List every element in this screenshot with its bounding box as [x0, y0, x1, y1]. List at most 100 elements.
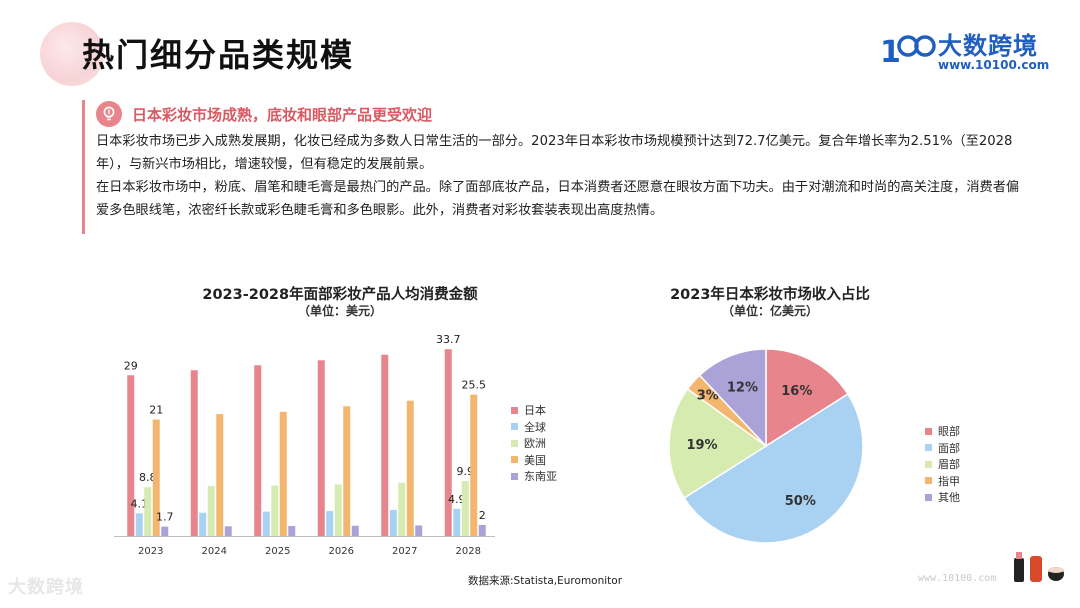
x-tick-label: 2028 [456, 546, 481, 557]
brand-url: www.10100.com [938, 58, 1050, 72]
intro-heading: 日本彩妆市场成熟，底妆和眼部产品更受欢迎 [132, 105, 433, 124]
brand-logo[interactable]: 1 大数跨境 www.10100.com [880, 26, 1050, 76]
legend-swatch [511, 472, 518, 480]
legend-item: 美国 [511, 452, 557, 469]
svg-text:1: 1 [880, 35, 901, 70]
pie-label: 3% [697, 389, 719, 404]
data-label: 4.1 [131, 497, 149, 510]
lightbulb-icon [96, 101, 122, 127]
title-decoration [40, 22, 104, 86]
legend-swatch [925, 460, 932, 468]
bar-美国-2028 [470, 394, 478, 536]
bar-日本-2025 [254, 365, 262, 536]
bar-日本-2023 [127, 375, 135, 536]
legend-label: 全球 [524, 420, 546, 434]
bar-东南亚-2028 [478, 524, 486, 536]
legend-item: 欧洲 [511, 435, 557, 452]
brand-name: 大数跨境 [938, 32, 1038, 60]
data-label: 9.9 [457, 465, 475, 478]
page-title: 热门细分品类规模 [82, 36, 355, 74]
bar-欧洲-2026 [334, 484, 342, 536]
footer-url: www.10100.com [918, 573, 997, 584]
bar-东南亚-2023 [161, 526, 169, 536]
cosmetics-decoration-icon [1014, 552, 1064, 582]
bar-美国-2024 [216, 414, 224, 536]
x-tick-label: 2024 [202, 546, 227, 557]
bar-欧洲-2023 [144, 487, 152, 536]
bar-欧洲-2025 [271, 485, 279, 536]
pie-chart-unit: （单位：亿美元） [721, 304, 818, 318]
pie-slice-其他 [698, 348, 767, 448]
legend-label: 眼部 [938, 425, 960, 439]
pie-label: 12% [727, 380, 758, 395]
legend-item: 面部 [925, 440, 960, 457]
legend-swatch [511, 456, 518, 464]
legend-label: 日本 [524, 404, 546, 418]
pie-chart-legend: 眼部 面部 眉部 指甲 其他 [925, 423, 960, 506]
intro-paragraph-2: 在日本彩妆市场中，粉底、眉笔和睫毛膏是最热门的产品。除了面部底妆产品，日本消费者… [96, 180, 1020, 218]
legend-item: 眉部 [925, 456, 960, 473]
bar-全球-2026 [326, 511, 334, 536]
data-label: 4.9 [448, 493, 466, 506]
intro-paragraph-1: 日本彩妆市场已步入成熟发展期，化妆已经成为多数人日常生活的一部分。2023年日本… [96, 134, 1013, 172]
data-source: 数据来源:Statista,Euromonitor [468, 575, 623, 587]
legend-swatch [925, 477, 932, 485]
bar-日本-2027 [381, 354, 389, 536]
bar-全球-2025 [262, 511, 270, 536]
legend-swatch [511, 439, 518, 447]
bar-东南亚-2024 [224, 526, 232, 536]
legend-item: 全球 [511, 419, 557, 436]
pie-slice-眼部 [765, 348, 849, 448]
legend-swatch [925, 444, 932, 452]
data-label: 21 [149, 404, 163, 417]
footer-watermark-logo: 大数跨境 [8, 577, 84, 598]
x-tick-label: 2027 [392, 546, 417, 557]
legend-label: 其他 [938, 491, 960, 505]
pie-slice-眉部 [668, 387, 768, 500]
pie-label: 50% [785, 494, 816, 509]
intro-accent-bar [82, 100, 85, 234]
legend-label: 美国 [524, 453, 546, 467]
data-label: 8.8 [139, 471, 157, 484]
legend-swatch [925, 493, 932, 501]
data-label: 25.5 [462, 379, 487, 392]
data-label: 1.7 [156, 511, 174, 524]
legend-swatch [511, 423, 518, 431]
brand-mark-icon: 1 [880, 35, 936, 70]
bar-日本-2028 [444, 349, 452, 536]
bar-全球-2027 [389, 509, 397, 536]
bar-美国-2023 [152, 419, 160, 536]
bar-东南亚-2027 [415, 525, 423, 536]
bar-美国-2025 [279, 411, 287, 536]
bar-全球-2023 [135, 513, 143, 536]
pie-label: 19% [686, 438, 717, 453]
bar-全球-2028 [453, 508, 461, 536]
data-label: 33.7 [436, 333, 461, 346]
legend-label: 欧洲 [524, 437, 546, 451]
bar-chart: 29 4.1 8.8 21 1.7 2023 2024 2025 2026 2027 33.7 4.9… [114, 333, 495, 557]
legend-item: 东南亚 [511, 468, 557, 485]
intro-section: 日本彩妆市场成熟，底妆和眼部产品更受欢迎 日本彩妆市场已步入成熟发展期，化妆已经… [82, 98, 1026, 234]
bar-日本-2024 [190, 370, 198, 536]
pie-label: 16% [781, 384, 812, 399]
pie-slice-面部 [683, 392, 864, 544]
pie-chart: 16% 50% 19% 3% 12% [668, 348, 864, 544]
bar-chart-legend: 日本 全球 欧洲 美国 东南亚 [511, 402, 557, 485]
bar-欧洲-2028 [461, 481, 469, 536]
legend-label: 面部 [938, 441, 960, 455]
legend-item: 日本 [511, 402, 557, 419]
bar-欧洲-2024 [207, 486, 215, 536]
bar-欧洲-2027 [398, 482, 406, 536]
legend-item: 其他 [925, 489, 960, 506]
bar-日本-2026 [317, 360, 325, 536]
data-label: 29 [124, 359, 138, 372]
x-tick-label: 2023 [138, 546, 163, 557]
bar-全球-2024 [199, 512, 207, 536]
legend-swatch [925, 427, 932, 435]
legend-item: 眼部 [925, 423, 960, 440]
bar-东南亚-2026 [351, 525, 359, 536]
legend-label: 眉部 [938, 458, 960, 472]
bar-美国-2026 [343, 406, 351, 536]
bar-东南亚-2025 [288, 526, 296, 536]
legend-item: 指甲 [925, 473, 960, 490]
